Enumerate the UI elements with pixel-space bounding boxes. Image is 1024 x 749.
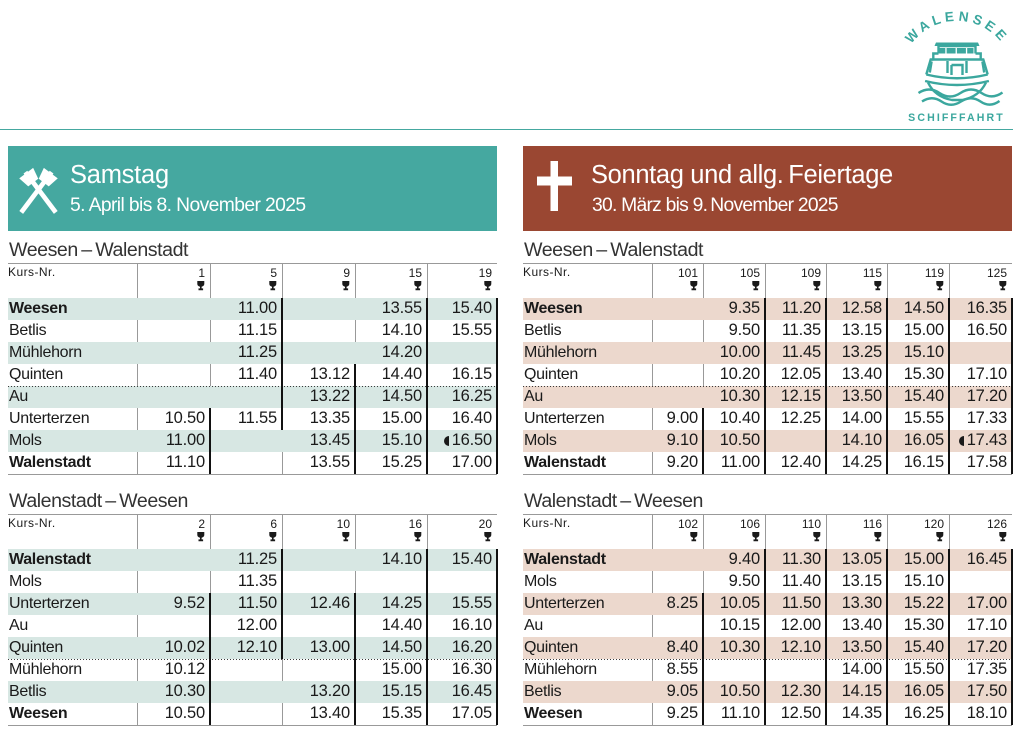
svg-text:WALENSEE: WALENSEE <box>902 9 1012 46</box>
svg-text:SCHIFFFAHRT: SCHIFFFAHRT <box>908 112 1005 124</box>
